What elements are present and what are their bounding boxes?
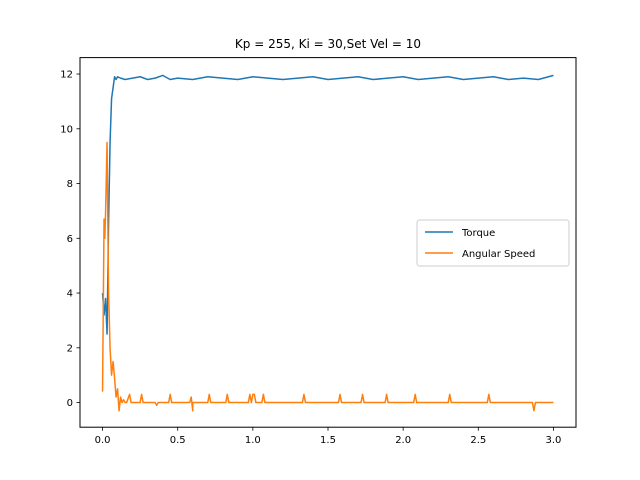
series-line-1 xyxy=(101,141,554,412)
x-tick-label: 2.5 xyxy=(470,435,486,446)
legend-entry: Angular Speed xyxy=(462,249,535,260)
x-tick-label: 0.0 xyxy=(95,435,111,446)
legend: Torque Angular Speed xyxy=(416,219,570,267)
x-tick-label: 3.0 xyxy=(546,435,562,446)
y-tick-label: 10 xyxy=(60,124,73,135)
x-tick-label: 0.5 xyxy=(170,435,186,446)
x-axis: 0.0 0.5 1.0 1.5 2.0 2.5 3.0 xyxy=(95,427,562,446)
legend-entry: Torque xyxy=(461,228,495,239)
legend-box xyxy=(416,219,570,267)
y-tick-label: 12 xyxy=(60,70,73,81)
x-tick-label: 2.0 xyxy=(395,435,411,446)
x-tick-label: 1.0 xyxy=(245,435,261,446)
x-tick-label: 1.5 xyxy=(320,435,336,446)
y-tick-label: 6 xyxy=(67,234,73,245)
y-tick-label: 2 xyxy=(67,343,73,354)
y-tick-label: 4 xyxy=(67,289,73,300)
y-axis: 0 2 4 6 8 10 12 xyxy=(60,70,80,409)
series-line-0 xyxy=(101,74,554,335)
series-layer xyxy=(101,74,554,412)
y-tick-label: 8 xyxy=(67,179,73,190)
y-tick-label: 0 xyxy=(67,398,73,409)
chart-title: Kp = 255, Ki = 30,Set Vel = 10 xyxy=(235,37,421,51)
